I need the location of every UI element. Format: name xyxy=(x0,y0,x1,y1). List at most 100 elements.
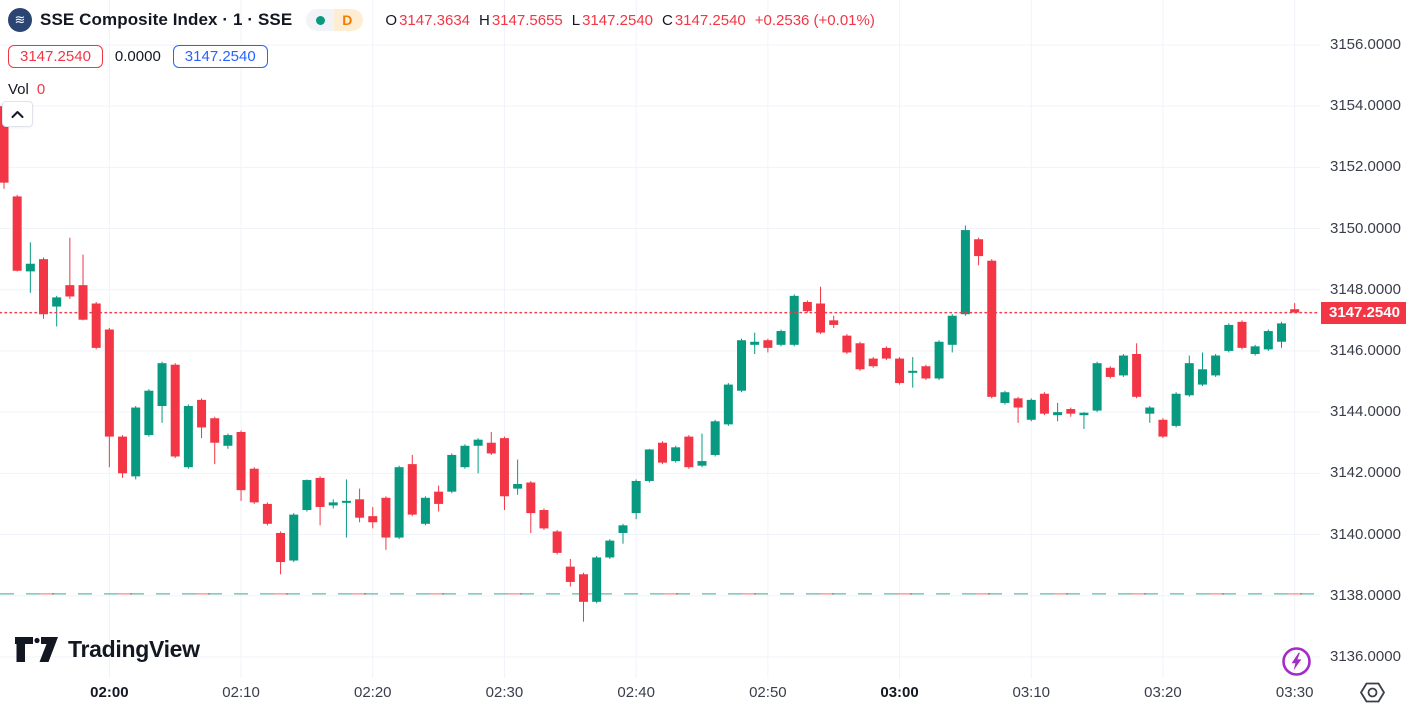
candle-body xyxy=(697,461,707,466)
candle-body xyxy=(539,510,549,529)
high-value: 3147.5655 xyxy=(491,11,563,29)
chart-legend: ≋ SSE Composite Index · 1 · SSE D O 3147.… xyxy=(8,6,875,98)
candle-body xyxy=(118,436,128,474)
candle-body xyxy=(223,435,233,446)
close-label: C xyxy=(662,11,673,29)
candle-body xyxy=(302,480,312,511)
candle-body xyxy=(1105,367,1115,377)
time-tick-label: 02:40 xyxy=(617,684,655,701)
data-status-badge[interactable]: D xyxy=(306,9,364,31)
candle-body xyxy=(341,500,351,503)
candle-body xyxy=(52,297,62,307)
change-value: +0.2536 (+0.01%) xyxy=(754,11,875,29)
spread-value: 0.0000 xyxy=(114,48,161,65)
time-tick-label: 02:20 xyxy=(353,684,392,701)
candle-body xyxy=(737,340,747,391)
candle-body xyxy=(565,566,575,582)
candle-body xyxy=(987,260,997,397)
candle-body xyxy=(552,531,562,553)
candlestick-chart[interactable] xyxy=(0,0,1320,678)
symbol-title[interactable]: SSE Composite Index · 1 · SSE xyxy=(40,10,293,29)
price-tick-label: 3148.0000 xyxy=(1330,280,1401,298)
collapse-legend-button[interactable] xyxy=(2,101,33,127)
candle-body xyxy=(1079,412,1089,416)
candle-body xyxy=(434,491,444,504)
time-tick-label: 03:20 xyxy=(1144,684,1182,701)
candle-body xyxy=(855,343,865,370)
candle-body xyxy=(381,497,391,538)
time-tick-label: 03:10 xyxy=(1012,684,1051,701)
candle-body xyxy=(1053,412,1063,416)
candle-body xyxy=(960,230,970,315)
candle-body xyxy=(605,540,615,558)
candle-body xyxy=(684,436,694,468)
price-tick-label: 3138.0000 xyxy=(1330,586,1401,604)
candle-body xyxy=(908,370,918,373)
price-axis[interactable]: 3156.0000 3154.0000 3152.0000 3150.0000 3148… xyxy=(1321,0,1406,678)
candle-body xyxy=(1132,353,1142,397)
candle-body xyxy=(842,335,852,353)
tradingview-brand-text: TradingView xyxy=(68,636,200,662)
candle-body xyxy=(183,406,193,468)
market-status-dot-icon xyxy=(316,15,326,25)
tradingview-logo-icon xyxy=(15,637,58,662)
candle-body xyxy=(829,320,839,325)
candle-body xyxy=(39,259,49,315)
candle-body xyxy=(750,341,760,345)
candle-body xyxy=(394,467,404,538)
candle-body xyxy=(1000,392,1010,403)
candle-body xyxy=(197,399,207,428)
candle-body xyxy=(513,484,523,489)
candle-body xyxy=(974,239,984,257)
time-tick-label: 02:00 xyxy=(90,684,129,701)
volume-row: Vol 0 xyxy=(8,81,875,98)
candle-body xyxy=(25,263,35,272)
candle-body xyxy=(1184,363,1194,396)
candle-body xyxy=(249,468,259,503)
volume-label: Vol xyxy=(8,81,29,98)
price-tick-label: 3146.0000 xyxy=(1330,341,1401,359)
axis-settings-button[interactable] xyxy=(1358,681,1387,704)
candle-body xyxy=(0,106,9,183)
close-value: 3147.2540 xyxy=(674,11,746,29)
candle-body xyxy=(1013,398,1023,408)
candle-body xyxy=(104,329,114,437)
buy-price-button[interactable]: 3147.2540 xyxy=(172,45,268,68)
gear-icon xyxy=(1360,682,1385,703)
price-tick-label: 3150.0000 xyxy=(1330,219,1401,237)
candle-body xyxy=(276,532,286,563)
candle-body xyxy=(236,432,246,491)
candle-body xyxy=(592,557,602,602)
candle-body xyxy=(1250,346,1260,354)
candle-body xyxy=(65,285,75,297)
candle-body xyxy=(1039,393,1049,414)
time-axis[interactable]: 02:00 02:10 02:20 02:30 02:40 02:50 03:00 03:10… xyxy=(0,678,1406,706)
candle-body xyxy=(420,497,430,524)
candle-body xyxy=(355,499,365,518)
candle-body xyxy=(1092,363,1102,411)
sell-price-button[interactable]: 3147.2540 xyxy=(8,45,103,68)
open-value: 3147.3634 xyxy=(399,11,470,29)
candle-body xyxy=(710,421,720,455)
tradingview-watermark[interactable]: TradingView xyxy=(14,636,200,663)
time-tick-label: 02:50 xyxy=(749,684,787,701)
candle-body xyxy=(631,480,641,514)
lightning-button[interactable] xyxy=(1281,646,1312,677)
lightning-icon xyxy=(1282,647,1311,676)
candle-body xyxy=(934,341,944,379)
candle-body xyxy=(868,358,878,367)
time-tick-label: 03:00 xyxy=(880,684,919,701)
candle-body xyxy=(578,574,588,602)
high-label: H xyxy=(479,11,490,29)
candle-body xyxy=(473,439,483,446)
candle-body xyxy=(1224,324,1234,351)
candle-body xyxy=(776,331,786,345)
realtime-status-segment xyxy=(306,9,335,31)
candle-body xyxy=(789,295,799,345)
candle-body xyxy=(921,366,931,379)
low-label: L xyxy=(571,11,581,29)
bid-ask-row: 3147.2540 0.0000 3147.2540 xyxy=(8,43,875,70)
candle-body xyxy=(723,384,733,425)
candle-body xyxy=(368,516,378,523)
candle-body xyxy=(328,502,338,506)
